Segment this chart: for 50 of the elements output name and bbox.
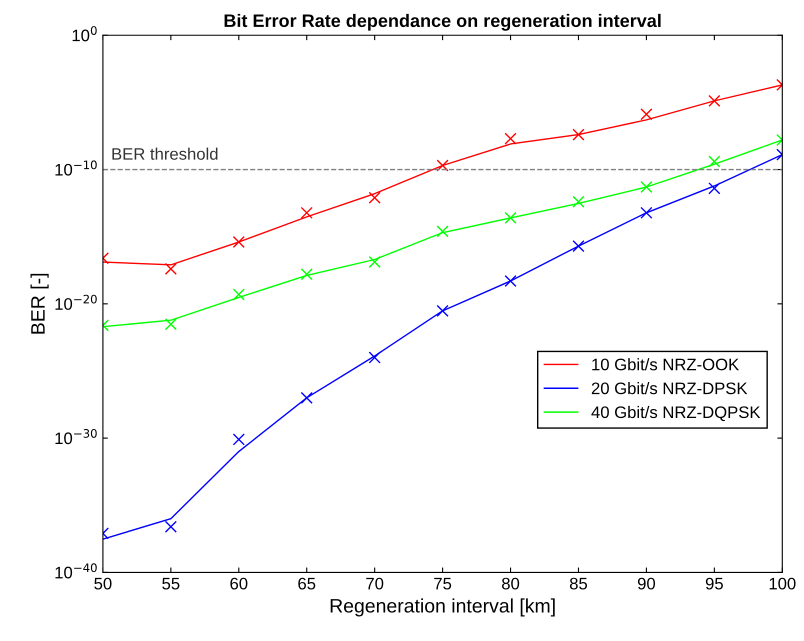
x-tick-label: 65 [298, 578, 316, 590]
point [572, 128, 585, 141]
point [232, 236, 245, 248]
legend-label: 20 Gbit/s NRZ-DPSK [592, 382, 748, 394]
point [436, 304, 449, 317]
point [300, 206, 313, 219]
x-tick-label: 95 [706, 578, 723, 590]
point [504, 274, 517, 288]
point [368, 351, 381, 364]
x-tick-label: 60 [230, 578, 248, 590]
legend-label: 40 Gbit/s NRZ-DQPSK [591, 406, 760, 422]
y-axis-title: BER [-] [30, 274, 49, 334]
y-tick-label: 10$^{−30}$ [55, 428, 97, 444]
y-tick-label: 10$^{−20}$ [55, 294, 97, 310]
point [232, 433, 245, 446]
point [164, 318, 177, 330]
point [300, 392, 313, 404]
point [164, 520, 177, 533]
x-tick-label: 100 [770, 578, 796, 590]
x-tick-label: 80 [502, 578, 520, 590]
x-axis-title: Regeneration interval [km] [330, 598, 555, 616]
point [232, 288, 245, 301]
point [708, 94, 720, 107]
point [708, 155, 720, 168]
x-tick-label: 50 [94, 578, 112, 590]
point [708, 182, 720, 194]
chart-title: Bit Error Rate dependance on regeneration interval [224, 14, 661, 31]
legend-label: 10 Gbit/s NRZ-OOK [592, 358, 740, 370]
y-tick-label: 10$^{−40}$ [55, 563, 97, 578]
x-tick-label: 85 [570, 578, 588, 590]
point [436, 159, 449, 172]
point [164, 262, 177, 275]
point [368, 256, 381, 268]
point [640, 206, 652, 219]
point [436, 225, 449, 238]
point [504, 132, 517, 145]
ref-line-label: BER threshold [112, 148, 218, 160]
point [368, 192, 381, 204]
point [640, 108, 652, 120]
y-tick-label: 10$^{−10}$ [55, 160, 97, 176]
point [572, 240, 585, 252]
x-tick-label: 70 [366, 578, 384, 590]
y-tick-label: 10$^{0}$ [72, 26, 97, 42]
point [504, 212, 517, 224]
point [300, 268, 313, 280]
point [572, 196, 585, 208]
point [640, 180, 652, 194]
x-tick-label: 75 [434, 578, 452, 590]
x-tick-label: 55 [162, 578, 180, 590]
x-tick-label: 90 [638, 578, 656, 590]
